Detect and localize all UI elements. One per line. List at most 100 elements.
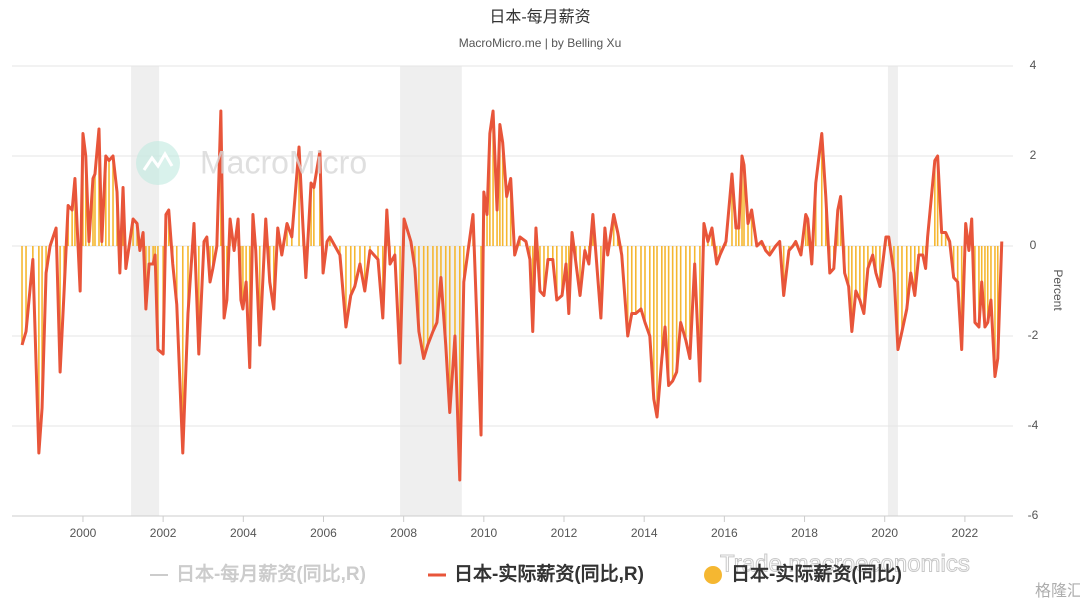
column-bar [913,246,916,296]
watermark: MacroMicro [200,144,367,180]
column-bar [41,246,43,408]
column-bar [952,246,955,278]
watermark-logo-icon [142,151,174,171]
column-bar [492,111,494,246]
column-bar [486,214,488,246]
column-bar [152,246,154,264]
column-bar [626,246,629,336]
column-bar [893,246,895,273]
column-bar [863,246,865,314]
column-bar [879,246,881,287]
x-tick-label: 2002 [150,526,177,540]
column-bar [286,223,288,246]
column-bar [414,246,416,269]
legend-symbol[interactable] [704,566,722,584]
column-bar [45,246,47,273]
column-bar [661,246,663,359]
x-tick-label: 2006 [310,526,337,540]
column-bar [750,210,753,246]
legend: 日本-每月薪资(同比,R) 日本-实际薪资(同比,R) 日本-实际薪资(同比) [150,562,902,585]
column-bar [359,246,361,264]
y-axis-label: Percent [1051,269,1065,311]
series-line [20,109,1004,482]
column-bar [32,246,34,260]
column-bar [426,246,429,345]
legend-label[interactable]: 日本-实际薪资(同比) [731,562,902,585]
column-bar [901,246,903,332]
column-bar [699,246,701,381]
column-bar [990,246,992,300]
column-bar [693,246,696,264]
column-bar [353,246,356,287]
column-bar [313,187,315,246]
legend-label[interactable]: 日本-每月薪资(同比,R) [176,562,366,585]
column-bar [814,183,817,246]
column-bar [640,246,642,309]
column-bar [747,223,749,246]
column-bar [820,133,823,246]
column-bar [555,246,558,300]
column-bar [741,156,743,246]
watermark: Trade macroeconomics [720,550,970,577]
x-tick-label: 2022 [952,526,979,540]
column-bar [436,246,438,323]
column-bar [978,246,980,327]
column-bar [675,246,678,372]
column-bar [719,246,721,255]
column-bar [986,246,989,323]
y-tick-label: 0 [1030,238,1037,252]
x-tick-label: 2010 [470,526,497,540]
column-bar [644,246,646,323]
column-bar [349,246,352,296]
column-bar [25,246,27,332]
x-tick-label: 2012 [551,526,578,540]
column-bar [496,210,498,246]
column-bar [934,160,936,246]
column-bar [499,124,501,246]
x-tick-label: 2004 [230,526,257,540]
column-bar [105,156,107,246]
column-bar [394,246,396,255]
column-bar [258,246,261,345]
x-tick-label: 2008 [390,526,417,540]
column-bar [509,178,512,246]
column-bar [579,246,581,296]
column-bar [157,246,159,350]
x-tick-label: 2020 [871,526,898,540]
column-bar [454,246,456,336]
column-bar [399,246,401,363]
column-bar [940,232,943,246]
column-bar [768,246,771,255]
column-bar [679,246,682,323]
column-bar [345,246,347,327]
column-bar [561,246,563,296]
column-bar [565,246,567,264]
column-bar [84,156,87,246]
column-bar [418,246,420,332]
column-bar [112,156,114,246]
column-bar [994,246,996,377]
y-tick-label: 4 [1030,58,1037,72]
column-bar [88,241,90,246]
column-bar [634,246,637,314]
column-bar [505,196,508,246]
column-bar [329,237,331,246]
column-bar [956,246,959,282]
column-bar [649,246,651,336]
watermark-logo [136,141,180,185]
plot-area [20,109,1004,482]
column-bar [731,174,733,246]
column-bar [462,246,465,282]
column-bar [905,246,908,309]
column-bar [272,246,275,309]
column-bar [944,232,947,246]
column-bar [187,246,189,314]
column-bar [551,246,554,260]
column-bar [871,246,874,255]
x-tick-label: 2016 [711,526,738,540]
column-bar [743,165,745,246]
column-bar [855,246,857,291]
legend-label[interactable]: 日本-实际薪资(同比,R) [454,562,644,585]
column-bar [59,246,61,372]
